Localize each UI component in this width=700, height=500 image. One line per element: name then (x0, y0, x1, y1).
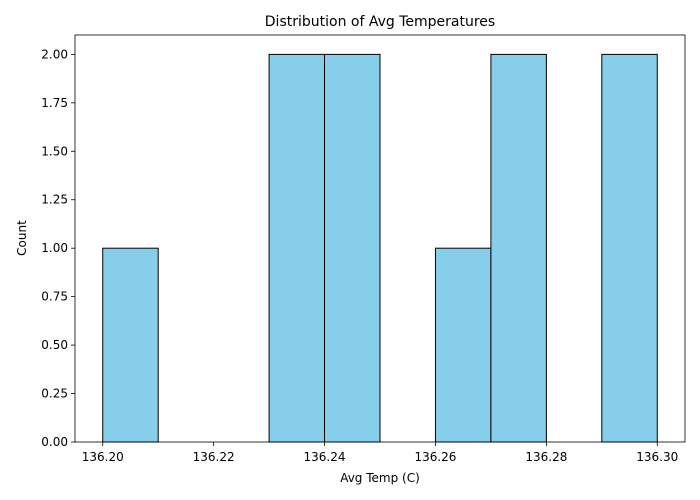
x-tick-label-4: 136.28 (525, 450, 567, 464)
x-axis-label: Avg Temp (C) (340, 471, 420, 485)
x-axis-ticks: 136.20 136.22 136.24 136.26 136.28 136.30 (82, 442, 678, 464)
y-tick-label-8: 2.00 (41, 47, 68, 61)
bars-group (102, 53, 658, 443)
histogram-bar-3 (268, 53, 326, 443)
y-axis-ticks: 0.00 0.25 0.50 0.75 1.00 1.25 1.50 1.75 2.00 (41, 47, 75, 449)
y-tick-label-5: 1.25 (41, 193, 68, 207)
y-tick-label-1: 0.25 (41, 387, 68, 401)
y-tick-label-3: 0.75 (41, 290, 68, 304)
plot-frame (74, 34, 686, 443)
y-tick-label-2: 0.50 (41, 338, 68, 352)
chart-title: Distribution of Avg Temperatures (265, 14, 495, 30)
histogram-bar-0 (102, 247, 159, 443)
y-tick-label-0: 0.00 (41, 435, 68, 449)
x-tick-label-2: 136.24 (304, 450, 346, 464)
x-tick-label-1: 136.22 (193, 450, 235, 464)
y-tick-label-7: 1.75 (41, 96, 68, 110)
histogram-bar-9 (601, 53, 658, 443)
y-axis-label: Count (15, 220, 29, 256)
histogram-bar-6 (434, 247, 492, 443)
histogram-bar-7 (490, 53, 547, 443)
y-tick-label-4: 1.00 (41, 241, 68, 255)
x-tick-label-0: 136.20 (82, 450, 124, 464)
x-tick-label-5: 136.30 (636, 450, 678, 464)
histogram-bar-4 (324, 53, 381, 443)
x-tick-label-3: 136.26 (414, 450, 456, 464)
y-tick-label-6: 1.50 (41, 144, 68, 158)
